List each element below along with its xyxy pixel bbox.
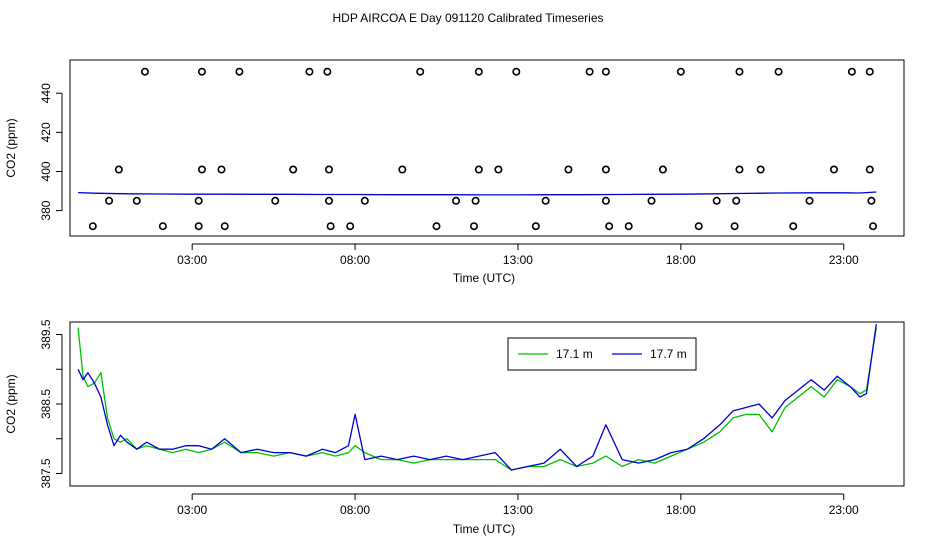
top-data-point: [865, 67, 874, 76]
top-data-point: [647, 196, 656, 205]
top-data-point: [132, 196, 141, 205]
top-y-tick-label: 440: [39, 83, 53, 103]
top-data-point: [624, 222, 633, 231]
top-data-point: [271, 196, 280, 205]
top-data-point: [474, 67, 483, 76]
top-data-point: [585, 67, 594, 76]
top-data-point: [474, 165, 483, 174]
bottom-x-tick-label: 08:00: [340, 503, 370, 517]
top-data-point: [694, 222, 703, 231]
bottom-y-axis: 387.5 388.5 389.5: [39, 319, 63, 489]
top-x-tick-label: 08:00: [340, 253, 370, 267]
top-x-tick-label: 03:00: [177, 253, 207, 267]
top-data-point: [789, 222, 798, 231]
top-data-point: [564, 165, 573, 174]
bottom-y-tick-label: 388.5: [39, 389, 53, 419]
top-data-point: [105, 196, 114, 205]
top-data-point: [346, 222, 355, 231]
top-data-point: [88, 222, 97, 231]
bottom-series-line-1: [77, 324, 877, 471]
bottom-plot-frame: [69, 321, 905, 487]
top-data-point: [323, 67, 332, 76]
top-data-point: [601, 165, 610, 174]
top-data-point: [676, 67, 685, 76]
top-data-point: [197, 67, 206, 76]
top-data-point: [756, 165, 765, 174]
top-data-point: [114, 165, 123, 174]
bottom-y-tick-label: 389.5: [39, 319, 53, 349]
top-data-point: [601, 196, 610, 205]
top-data-point: [235, 67, 244, 76]
bottom-y-tick-label: 387.5: [39, 458, 53, 488]
top-data-point: [730, 222, 739, 231]
legend-label-17-1m: 17.1 m: [556, 347, 593, 361]
top-data-point: [805, 196, 814, 205]
top-data-point: [360, 196, 369, 205]
top-data-point: [326, 222, 335, 231]
top-data-point: [305, 67, 314, 76]
top-data-point: [324, 165, 333, 174]
bottom-x-tick-label: 18:00: [666, 503, 696, 517]
top-data-point: [867, 196, 876, 205]
top-data-point: [158, 222, 167, 231]
top-data-point: [452, 196, 461, 205]
top-data-point: [847, 67, 856, 76]
top-data-point: [194, 222, 203, 231]
top-data-point: [712, 196, 721, 205]
top-data-point: [865, 165, 874, 174]
top-data-point: [869, 222, 878, 231]
top-data-point: [398, 165, 407, 174]
top-plot-frame: [69, 59, 905, 237]
top-y-axis: 380 400 420 440: [39, 83, 63, 221]
top-data-point: [432, 222, 441, 231]
top-data-point: [658, 165, 667, 174]
bottom-panel: 03:00 08:00 13:00 18:00 23:00 387.5 388.5 389.…: [4, 319, 905, 536]
bottom-x-axis-label: Time (UTC): [453, 522, 515, 536]
top-data-point: [469, 222, 478, 231]
top-y-axis-label: CO2 (ppm): [4, 118, 18, 177]
top-y-tick-label: 380: [39, 200, 53, 220]
chart-title: HDP AIRCOA E Day 091120 Calibrated Times…: [332, 11, 603, 25]
top-data-point: [605, 222, 614, 231]
bottom-x-tick-label: 13:00: [503, 503, 533, 517]
top-data-point: [494, 165, 503, 174]
top-data-point: [735, 165, 744, 174]
top-x-tick-label: 23:00: [829, 253, 859, 267]
bottom-x-tick-label: 23:00: [829, 503, 859, 517]
top-x-axis: 03:00 08:00 13:00 18:00 23:00: [177, 243, 859, 267]
top-marks: [78, 67, 878, 231]
top-data-point: [289, 165, 298, 174]
legend-label-17-7m: 17.7 m: [650, 347, 687, 361]
top-data-point: [732, 196, 741, 205]
top-x-tick-label: 18:00: [666, 253, 696, 267]
top-data-point: [194, 196, 203, 205]
top-x-axis-label: Time (UTC): [453, 271, 515, 285]
bottom-marks: [77, 324, 877, 471]
top-data-point: [416, 67, 425, 76]
top-data-point: [829, 165, 838, 174]
top-data-point: [140, 67, 149, 76]
bottom-x-axis: 03:00 08:00 13:00 18:00 23:00: [177, 493, 859, 517]
top-data-point: [512, 67, 521, 76]
top-series-line-0: [78, 191, 877, 196]
top-data-point: [774, 67, 783, 76]
top-panel: 03:00 08:00 13:00 18:00 23:00 380 400 420 440 T…: [4, 59, 905, 285]
top-data-point: [601, 67, 610, 76]
top-data-point: [220, 222, 229, 231]
top-data-point: [735, 67, 744, 76]
legend: 17.1 m 17.7 m: [507, 337, 697, 371]
bottom-y-axis-label: CO2 (ppm): [4, 374, 18, 433]
top-data-point: [471, 196, 480, 205]
bottom-series-line-0: [77, 327, 877, 471]
top-data-point: [541, 196, 550, 205]
bottom-x-tick-label: 03:00: [177, 503, 207, 517]
top-y-tick-label: 420: [39, 122, 53, 142]
top-data-point: [197, 165, 206, 174]
top-data-point: [324, 196, 333, 205]
top-data-point: [217, 165, 226, 174]
top-y-tick-label: 400: [39, 161, 53, 181]
top-data-point: [531, 222, 540, 231]
top-x-tick-label: 13:00: [503, 253, 533, 267]
